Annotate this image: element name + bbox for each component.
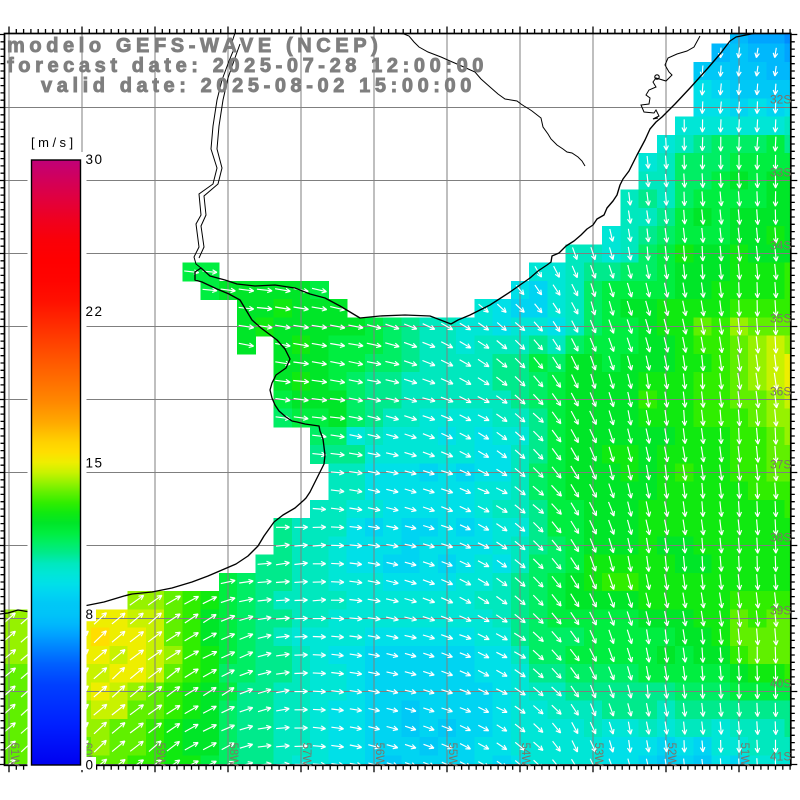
svg-text:modelo GEFS-WAVE (NCEP): modelo GEFS-WAVE (NCEP): [7, 35, 382, 57]
svg-text:55W: 55W: [446, 743, 458, 767]
svg-text:57W: 57W: [300, 743, 312, 767]
svg-text:54W: 54W: [519, 743, 531, 767]
svg-text:39S: 39S: [770, 604, 791, 618]
svg-text:30: 30: [86, 152, 104, 167]
svg-text:51W: 51W: [738, 743, 750, 767]
svg-text:37S: 37S: [770, 458, 791, 472]
svg-text:forecast date: 2025-07-28 12:0: forecast date: 2025-07-28 12:00:00: [7, 55, 488, 77]
svg-text:34S: 34S: [770, 239, 791, 253]
svg-text:22: 22: [86, 304, 104, 319]
svg-text:61W: 61W: [8, 743, 20, 767]
svg-text:33S: 33S: [770, 166, 791, 180]
svg-text:[m/s]: [m/s]: [31, 135, 77, 150]
svg-text:38S: 38S: [770, 531, 791, 545]
svg-text:52W: 52W: [665, 743, 677, 767]
svg-text:40S: 40S: [770, 677, 791, 691]
svg-text:valid date: 2025-08-02 15:00:0: valid date: 2025-08-02 15:00:00: [41, 75, 476, 97]
svg-text:8: 8: [86, 607, 95, 622]
svg-text:53W: 53W: [592, 743, 604, 767]
svg-text:41S: 41S: [770, 750, 791, 764]
svg-text:36S: 36S: [770, 385, 791, 399]
svg-text:56W: 56W: [373, 743, 385, 767]
svg-text:58W: 58W: [227, 743, 239, 767]
svg-text:15: 15: [86, 456, 104, 471]
svg-text:35S: 35S: [770, 312, 791, 326]
svg-text:59W: 59W: [154, 743, 166, 767]
svg-text:0: 0: [86, 758, 95, 773]
svg-text:32S: 32S: [770, 93, 791, 107]
